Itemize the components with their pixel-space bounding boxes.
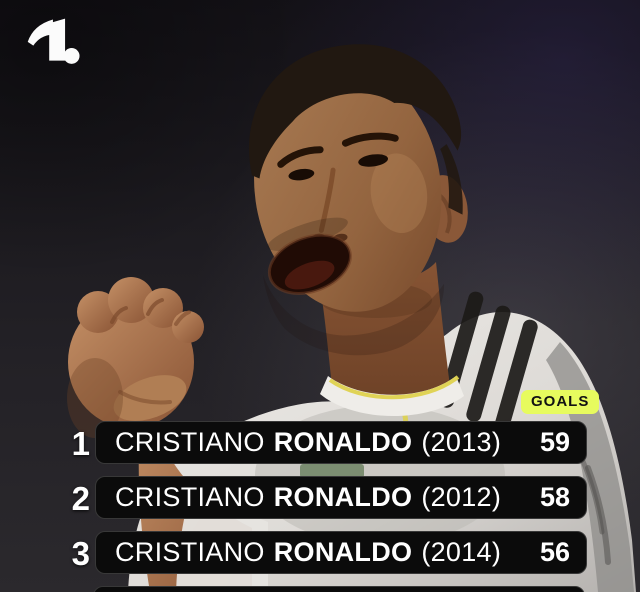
open-mouth xyxy=(267,233,352,295)
player-pill: CRISTIANO RONALDO (2012) 58 xyxy=(95,476,587,519)
player-pill: CRISTIANO RONALDO (2014) 56 xyxy=(95,531,587,574)
season-year: (2013) xyxy=(421,427,502,457)
player-pill: CRISTIANO RONALDO (2013) 59 xyxy=(95,421,587,464)
player-last-name: RONALDO xyxy=(273,427,413,457)
player-head xyxy=(248,44,468,356)
rank-label: 3 xyxy=(71,535,90,572)
goals-badge: GOALS xyxy=(521,390,600,414)
partial-fourth-pill xyxy=(93,586,585,592)
onefootball-logo-icon xyxy=(27,18,80,64)
rank-label: 2 xyxy=(71,480,90,517)
player-first-name: CRISTIANO xyxy=(115,427,265,457)
shoulder-stripes xyxy=(439,291,538,436)
leaderboard-row: 2 CRISTIANO RONALDO (2012) 58 xyxy=(0,476,640,521)
player-first-name: CRISTIANO xyxy=(115,482,265,512)
season-year: (2012) xyxy=(421,482,502,512)
leaderboard-row: 1 CRISTIANO RONALDO (2013) 59 xyxy=(0,421,640,466)
season-year: (2014) xyxy=(421,537,502,567)
player-last-name: RONALDO xyxy=(273,537,413,567)
player-first-name: CRISTIANO xyxy=(115,537,265,567)
goals-value: 58 xyxy=(539,482,570,512)
rank-label: 1 xyxy=(71,425,90,462)
goals-value: 59 xyxy=(539,427,570,457)
player-last-name: RONALDO xyxy=(273,482,413,512)
goals-value: 56 xyxy=(539,537,570,567)
leaderboard-row: 3 CRISTIANO RONALDO (2014) 56 xyxy=(0,531,640,576)
